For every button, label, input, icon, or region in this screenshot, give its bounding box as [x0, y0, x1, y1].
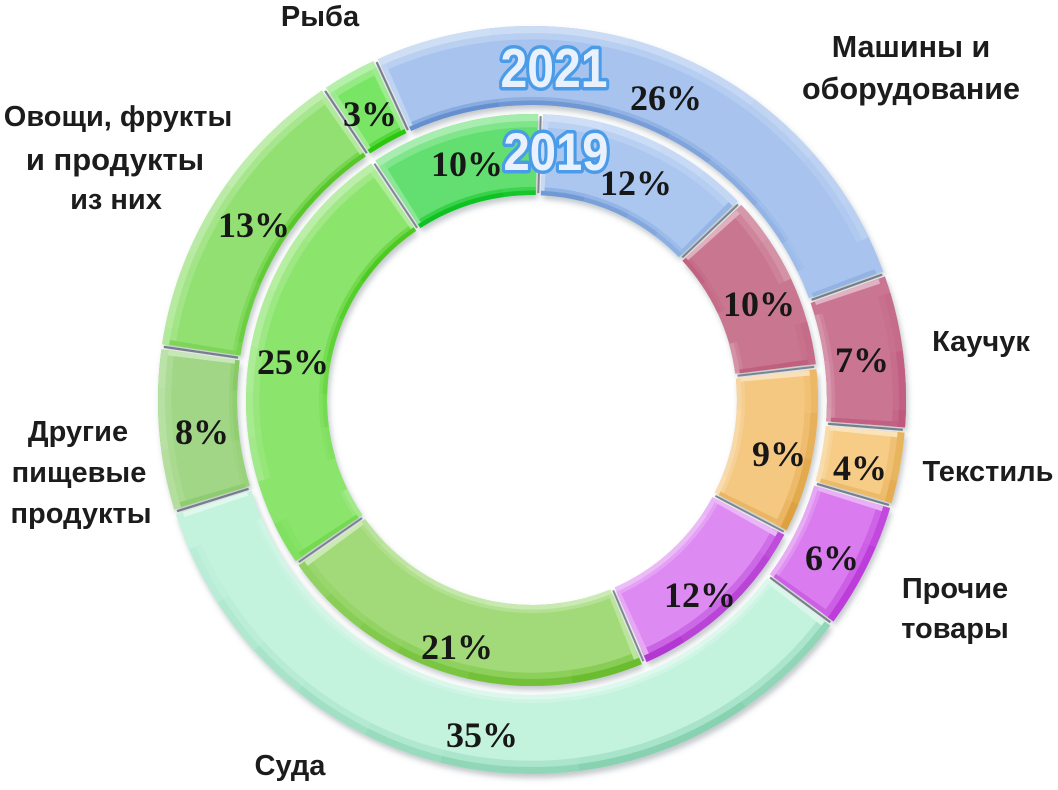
svg-text:2021: 2021 — [501, 37, 608, 99]
svg-text:Другие: Другие — [28, 416, 128, 448]
svg-text:Суда: Суда — [255, 750, 327, 782]
svg-text:Рыба: Рыба — [281, 1, 360, 33]
svg-text:и продукты: и продукты — [26, 142, 204, 177]
svg-text:6%: 6% — [805, 538, 859, 578]
svg-text:8%: 8% — [175, 412, 229, 452]
svg-text:10%: 10% — [431, 144, 503, 184]
svg-text:25%: 25% — [257, 342, 329, 382]
svg-text:Каучук: Каучук — [932, 326, 1030, 358]
svg-text:Текстиль: Текстиль — [923, 456, 1054, 488]
svg-text:12%: 12% — [600, 163, 672, 203]
svg-text:пищевые: пищевые — [12, 457, 147, 489]
svg-text:7%: 7% — [835, 340, 889, 380]
svg-text:35%: 35% — [446, 715, 518, 755]
svg-text:Машины и: Машины и — [832, 30, 991, 64]
svg-text:товары: товары — [901, 613, 1009, 645]
svg-text:из них: из них — [70, 184, 162, 216]
svg-text:9%: 9% — [752, 434, 806, 474]
svg-text:4%: 4% — [833, 448, 887, 488]
svg-text:Овощи, фрукты: Овощи, фрукты — [4, 101, 232, 133]
svg-text:Прочие: Прочие — [902, 573, 1008, 605]
svg-text:2019: 2019 — [504, 123, 609, 182]
svg-text:оборудование: оборудование — [802, 72, 1020, 106]
svg-text:13%: 13% — [218, 205, 290, 245]
svg-text:21%: 21% — [421, 627, 493, 667]
svg-text:3%: 3% — [343, 94, 397, 134]
svg-text:12%: 12% — [664, 575, 736, 615]
svg-text:10%: 10% — [723, 284, 795, 324]
svg-text:26%: 26% — [630, 78, 702, 118]
svg-text:продукты: продукты — [11, 498, 152, 530]
